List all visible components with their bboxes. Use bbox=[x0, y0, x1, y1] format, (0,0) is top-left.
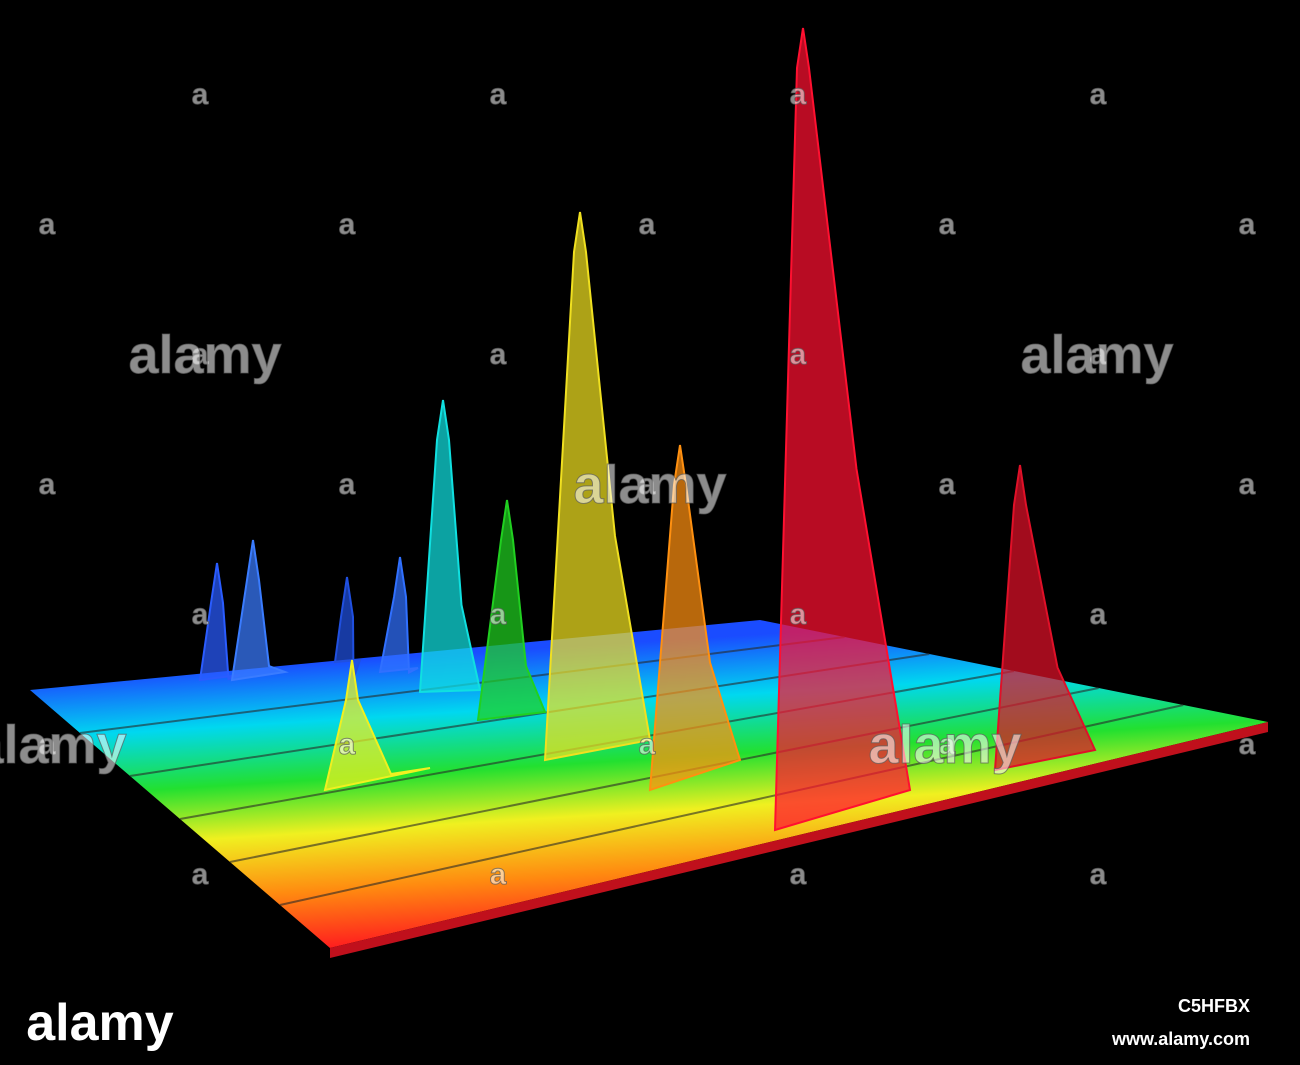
peak bbox=[773, 27, 912, 832]
watermark-mark: a bbox=[192, 598, 209, 631]
watermark-mark: a bbox=[790, 78, 807, 111]
watermark-mark: a bbox=[192, 858, 209, 891]
watermark-mark: a bbox=[639, 208, 656, 241]
watermark-mark: a bbox=[939, 468, 956, 501]
peak bbox=[323, 659, 431, 792]
footer-logo: alamy bbox=[26, 994, 174, 1052]
watermark-mark: a bbox=[639, 468, 656, 501]
plane bbox=[30, 620, 1268, 948]
url: www.alamy.com bbox=[1111, 1029, 1250, 1049]
image-id: C5HFBX bbox=[1178, 996, 1250, 1016]
peak bbox=[333, 576, 362, 679]
watermark-logo: alamy bbox=[573, 455, 726, 515]
peak bbox=[648, 444, 742, 792]
watermark-mark: a bbox=[490, 598, 507, 631]
watermark-mark: a bbox=[339, 728, 356, 761]
watermark-mark: a bbox=[339, 208, 356, 241]
peak bbox=[476, 499, 547, 722]
watermark-mark: a bbox=[1239, 208, 1256, 241]
peak bbox=[418, 399, 482, 694]
watermark-mark: a bbox=[790, 598, 807, 631]
peak bbox=[378, 556, 419, 675]
spectrum-render bbox=[30, 27, 1268, 958]
watermark-logo: alamy bbox=[128, 325, 281, 385]
watermark-mark: a bbox=[39, 468, 56, 501]
watermark-mark: a bbox=[39, 208, 56, 241]
peak bbox=[230, 539, 289, 682]
watermark-mark: a bbox=[1239, 728, 1256, 761]
peak bbox=[993, 464, 1097, 772]
watermark-mark: a bbox=[1090, 858, 1107, 891]
watermark-logo: alamy bbox=[1020, 325, 1173, 385]
watermark-mark: a bbox=[939, 728, 956, 761]
watermark-mark: a bbox=[790, 858, 807, 891]
watermark-mark: a bbox=[639, 728, 656, 761]
watermark-mark: a bbox=[1239, 468, 1256, 501]
peak bbox=[543, 211, 652, 762]
watermark-mark: a bbox=[1090, 338, 1107, 371]
watermark-mark: a bbox=[192, 78, 209, 111]
watermark-mark: a bbox=[490, 338, 507, 371]
watermark-mark: a bbox=[339, 468, 356, 501]
watermark-logo: alamy bbox=[0, 715, 127, 775]
watermark-mark: a bbox=[1090, 598, 1107, 631]
watermark-mark: a bbox=[490, 78, 507, 111]
watermark-logo: alamy bbox=[868, 715, 1021, 775]
watermark-mark: a bbox=[790, 338, 807, 371]
watermark-mark: a bbox=[192, 338, 209, 371]
watermark-mark: a bbox=[1090, 78, 1107, 111]
watermark-mark: a bbox=[939, 208, 956, 241]
watermark-mark: a bbox=[490, 858, 507, 891]
plane-edge bbox=[330, 722, 1268, 958]
watermark-mark: a bbox=[39, 728, 56, 761]
